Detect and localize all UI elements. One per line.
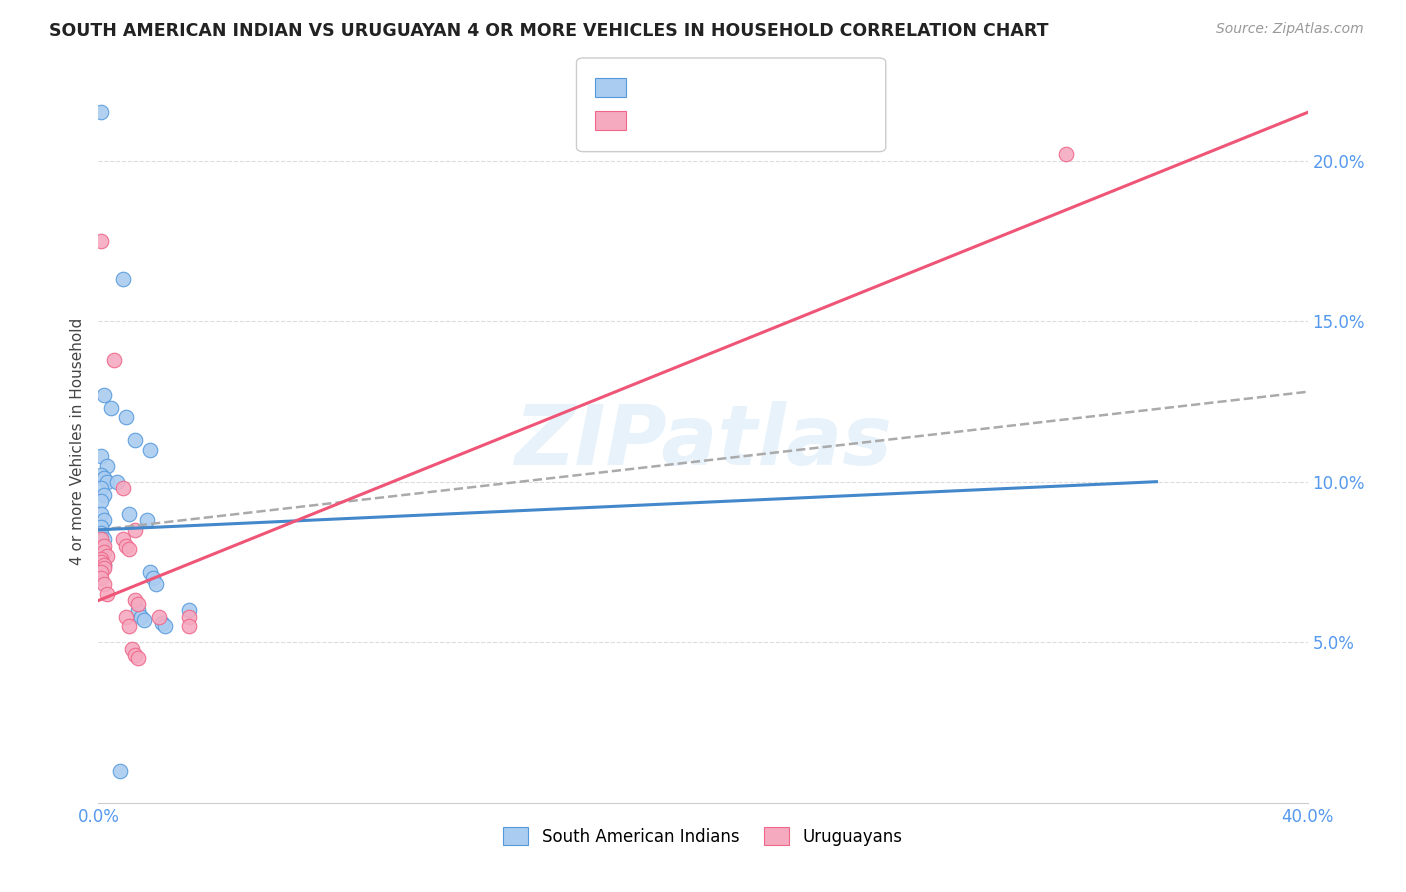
Point — [132, 613, 155, 627]
Point — [90, 549, 112, 563]
Point — [118, 619, 141, 633]
Text: N = 30: N = 30 — [728, 112, 796, 129]
Point — [118, 507, 141, 521]
Point — [111, 533, 134, 547]
Point — [96, 475, 118, 489]
Text: Source: ZipAtlas.com: Source: ZipAtlas.com — [1216, 22, 1364, 37]
Legend: South American Indians, Uruguayans: South American Indians, Uruguayans — [496, 821, 910, 852]
Point — [90, 533, 112, 547]
Point — [93, 487, 115, 501]
Point — [114, 609, 136, 624]
Point — [124, 433, 146, 447]
Point — [96, 549, 118, 563]
Point — [96, 587, 118, 601]
Point — [127, 651, 149, 665]
Point — [150, 615, 173, 630]
Point — [93, 513, 115, 527]
Point — [90, 551, 112, 566]
Point — [96, 458, 118, 473]
Text: SOUTH AMERICAN INDIAN VS URUGUAYAN 4 OR MORE VEHICLES IN HOUSEHOLD CORRELATION C: SOUTH AMERICAN INDIAN VS URUGUAYAN 4 OR … — [49, 22, 1049, 40]
Point — [90, 519, 112, 533]
Point — [90, 481, 112, 495]
Point — [90, 507, 112, 521]
Point — [124, 593, 146, 607]
Point — [127, 597, 149, 611]
Point — [90, 105, 112, 120]
Point — [127, 603, 149, 617]
Text: N = 38: N = 38 — [728, 78, 796, 96]
Point — [118, 542, 141, 557]
Point — [111, 272, 134, 286]
Point — [179, 603, 201, 617]
Point — [139, 565, 162, 579]
Point — [93, 561, 115, 575]
Text: R = 0.683: R = 0.683 — [637, 112, 735, 129]
Point — [179, 609, 201, 624]
Point — [90, 565, 112, 579]
Point — [90, 545, 112, 559]
Point — [1054, 147, 1077, 161]
Text: ZIPatlas: ZIPatlas — [515, 401, 891, 482]
Point — [90, 234, 112, 248]
Point — [90, 449, 112, 463]
Point — [129, 609, 152, 624]
Point — [105, 475, 128, 489]
Point — [124, 523, 146, 537]
Point — [90, 551, 112, 566]
Point — [121, 641, 143, 656]
Point — [145, 577, 167, 591]
Point — [93, 545, 115, 559]
Point — [139, 442, 162, 457]
Point — [153, 619, 176, 633]
Point — [93, 388, 115, 402]
Point — [111, 481, 134, 495]
Point — [114, 410, 136, 425]
Point — [90, 555, 112, 569]
Point — [103, 352, 125, 367]
Point — [148, 609, 170, 624]
Point — [93, 558, 115, 573]
Point — [179, 619, 201, 633]
Point — [93, 539, 115, 553]
Point — [93, 558, 115, 573]
Point — [114, 539, 136, 553]
Point — [93, 533, 115, 547]
Point — [90, 494, 112, 508]
Point — [142, 571, 165, 585]
Point — [108, 764, 131, 778]
Y-axis label: 4 or more Vehicles in Household: 4 or more Vehicles in Household — [69, 318, 84, 566]
Point — [93, 471, 115, 485]
Text: R = 0.098: R = 0.098 — [637, 78, 735, 96]
Point — [90, 539, 112, 553]
Point — [90, 468, 112, 483]
Point — [93, 577, 115, 591]
Point — [135, 513, 157, 527]
Point — [90, 526, 112, 541]
Point — [90, 565, 112, 579]
Point — [124, 648, 146, 662]
Point — [100, 401, 122, 415]
Point — [90, 571, 112, 585]
